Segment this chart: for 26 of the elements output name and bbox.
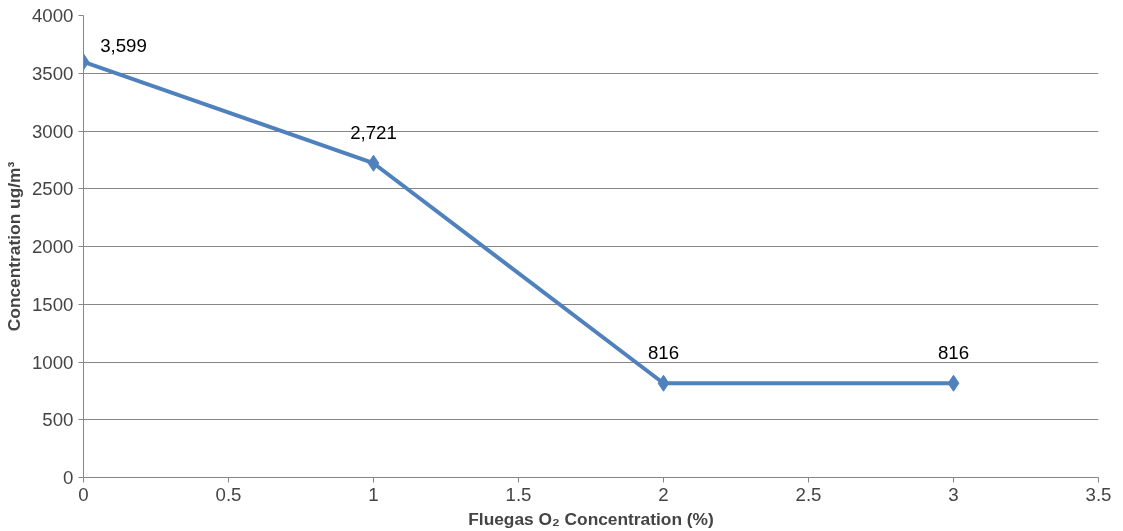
y-tick-label: 500 [42, 409, 74, 431]
x-tick-label: 1 [368, 483, 379, 505]
data-label: 816 [647, 342, 680, 364]
data-label: 2,721 [350, 122, 397, 144]
x-tick-label: 0.5 [215, 483, 242, 505]
point [947, 374, 960, 392]
y-tick-label: 1000 [32, 351, 74, 373]
y-tick-label: 4000 [32, 5, 74, 26]
x-tick-label: 3 [948, 483, 959, 505]
y-tick-label: 0 [63, 467, 74, 488]
y-tick-label: 1500 [32, 293, 74, 315]
x-tick-label: 2 [658, 483, 669, 505]
x-tick-label: 0 [78, 483, 89, 505]
y-tick-label: 3000 [32, 120, 74, 142]
x-tick-label: 1.5 [505, 483, 532, 505]
point [367, 154, 380, 172]
y-tick-label: 2500 [32, 178, 74, 200]
y-tick-label: 2000 [32, 236, 74, 257]
point [657, 374, 670, 392]
y-axis-title: Concentration ug/m³ [4, 161, 24, 332]
x-tick-label: 3.5 [1085, 483, 1112, 505]
x-tick-label: 2.5 [795, 483, 822, 505]
x-axis-title: Fluegas O₂ Concentration (%) [468, 508, 714, 529]
data-label: 3,599 [100, 34, 147, 56]
y-tick-label: 3500 [32, 62, 74, 84]
data-label: 816 [937, 342, 970, 364]
